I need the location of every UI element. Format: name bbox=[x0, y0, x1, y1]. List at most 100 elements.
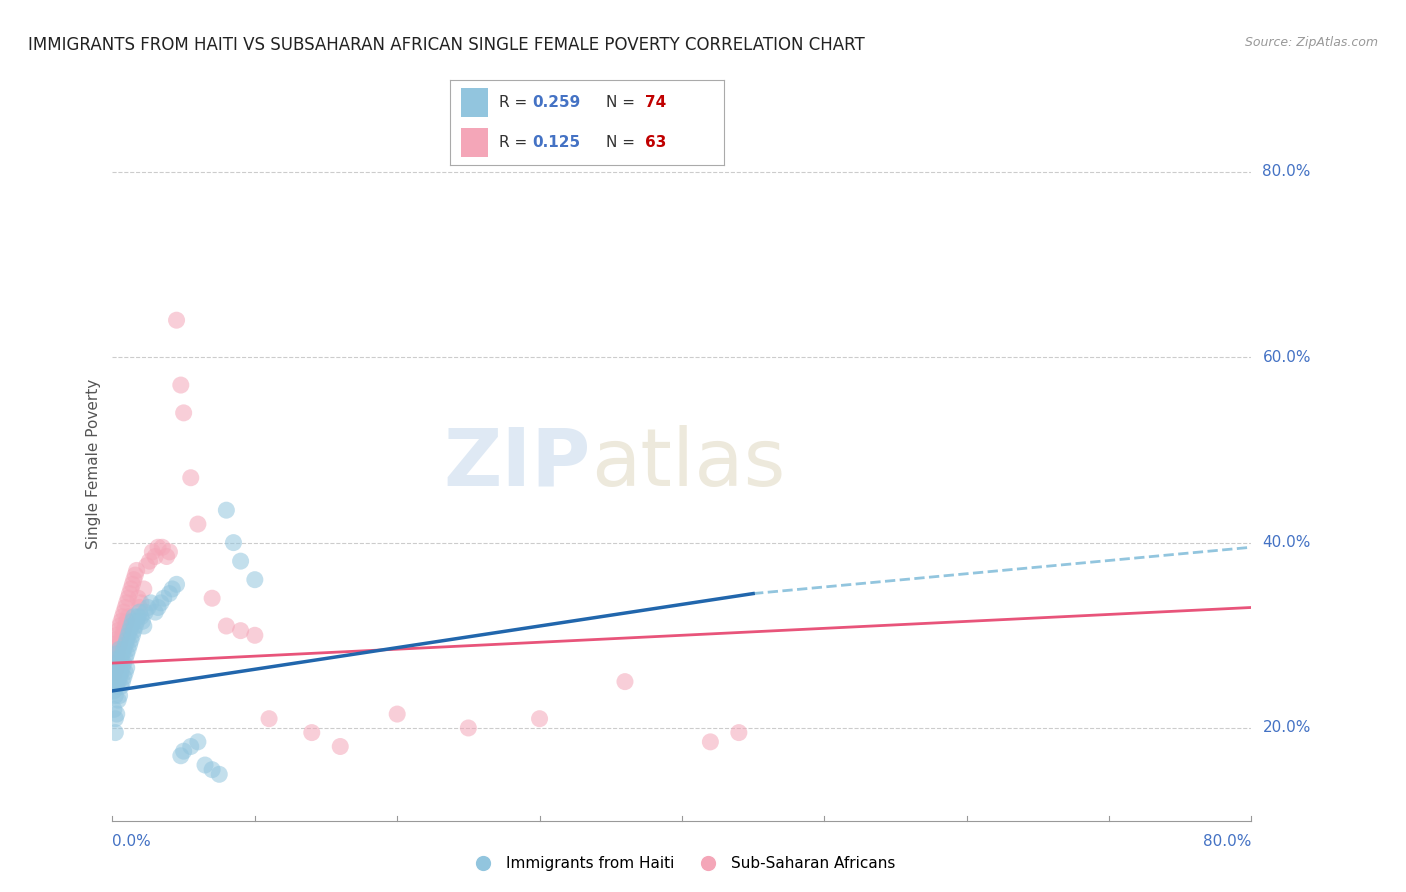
Point bbox=[170, 748, 193, 763]
Point bbox=[128, 600, 150, 615]
Point bbox=[135, 558, 157, 573]
Point bbox=[108, 656, 131, 670]
Point bbox=[122, 573, 145, 587]
Point bbox=[104, 651, 127, 665]
Point bbox=[150, 541, 173, 555]
Point bbox=[104, 632, 127, 647]
Text: N =: N = bbox=[606, 95, 640, 110]
Point bbox=[112, 605, 135, 619]
Point bbox=[118, 624, 141, 638]
Point bbox=[105, 647, 128, 661]
Point bbox=[112, 642, 135, 657]
Point bbox=[127, 591, 149, 606]
FancyBboxPatch shape bbox=[461, 88, 488, 117]
Point bbox=[222, 535, 245, 549]
Point bbox=[125, 615, 148, 629]
Point bbox=[131, 615, 153, 629]
Point bbox=[112, 670, 135, 684]
Point bbox=[155, 549, 177, 564]
Point bbox=[120, 619, 142, 633]
Point bbox=[108, 670, 131, 684]
Point bbox=[115, 596, 138, 610]
Point bbox=[115, 615, 138, 629]
Point bbox=[132, 582, 155, 596]
Point bbox=[114, 619, 136, 633]
Point bbox=[187, 517, 209, 532]
Point bbox=[208, 767, 231, 781]
Point bbox=[105, 661, 128, 675]
Point bbox=[114, 638, 136, 652]
Point bbox=[107, 674, 129, 689]
Point bbox=[103, 656, 125, 670]
Point bbox=[215, 619, 238, 633]
Point bbox=[108, 619, 131, 633]
Point bbox=[128, 605, 150, 619]
Point bbox=[141, 545, 163, 559]
Point bbox=[111, 661, 134, 675]
Text: ZIP: ZIP bbox=[443, 425, 591, 503]
Point bbox=[104, 665, 127, 680]
Point bbox=[132, 619, 155, 633]
Point bbox=[107, 624, 129, 638]
Text: 60.0%: 60.0% bbox=[1263, 350, 1310, 365]
Point bbox=[105, 665, 128, 680]
Point bbox=[162, 582, 184, 596]
Point bbox=[104, 725, 127, 739]
Point bbox=[146, 541, 169, 555]
Point bbox=[107, 642, 129, 657]
Point bbox=[229, 554, 252, 568]
Point bbox=[104, 689, 127, 703]
Point bbox=[111, 647, 134, 661]
Point bbox=[117, 609, 139, 624]
Point bbox=[110, 679, 132, 693]
Text: IMMIGRANTS FROM HAITI VS SUBSAHARAN AFRICAN SINGLE FEMALE POVERTY CORRELATION CH: IMMIGRANTS FROM HAITI VS SUBSAHARAN AFRI… bbox=[28, 36, 865, 54]
Point bbox=[114, 665, 136, 680]
Point bbox=[117, 628, 139, 642]
Point bbox=[117, 642, 139, 657]
Point bbox=[118, 586, 141, 600]
Point bbox=[139, 596, 162, 610]
Point bbox=[110, 665, 132, 680]
Point bbox=[180, 739, 202, 754]
Point bbox=[180, 471, 202, 485]
Point bbox=[105, 647, 128, 661]
Point bbox=[329, 739, 352, 754]
Point bbox=[108, 689, 131, 703]
Point bbox=[187, 735, 209, 749]
Point bbox=[129, 609, 152, 624]
Point bbox=[143, 605, 166, 619]
Point bbox=[173, 406, 195, 420]
Point bbox=[110, 651, 132, 665]
Point bbox=[110, 632, 132, 647]
Point bbox=[105, 707, 128, 722]
Point bbox=[105, 628, 128, 642]
Text: atlas: atlas bbox=[591, 425, 785, 503]
Point bbox=[107, 693, 129, 707]
Text: R =: R = bbox=[499, 95, 533, 110]
Point bbox=[121, 628, 143, 642]
Text: 20.0%: 20.0% bbox=[1263, 721, 1310, 736]
Text: R =: R = bbox=[499, 135, 533, 150]
Point bbox=[118, 638, 141, 652]
Text: 80.0%: 80.0% bbox=[1204, 834, 1251, 849]
Point bbox=[159, 545, 180, 559]
Text: Source: ZipAtlas.com: Source: ZipAtlas.com bbox=[1244, 36, 1378, 49]
Point bbox=[201, 591, 224, 606]
Point bbox=[104, 661, 127, 675]
Point bbox=[105, 679, 128, 693]
Point bbox=[104, 674, 127, 689]
Point bbox=[112, 624, 135, 638]
Point bbox=[129, 596, 152, 610]
Point bbox=[138, 554, 160, 568]
Point bbox=[173, 744, 195, 758]
Text: 63: 63 bbox=[644, 135, 666, 150]
Point bbox=[103, 670, 125, 684]
Point bbox=[243, 573, 266, 587]
Point bbox=[170, 378, 193, 392]
Text: 0.0%: 0.0% bbox=[112, 834, 152, 849]
Point bbox=[127, 609, 149, 624]
Point bbox=[107, 656, 129, 670]
Text: N =: N = bbox=[606, 135, 640, 150]
Point bbox=[120, 582, 142, 596]
Point bbox=[120, 632, 142, 647]
